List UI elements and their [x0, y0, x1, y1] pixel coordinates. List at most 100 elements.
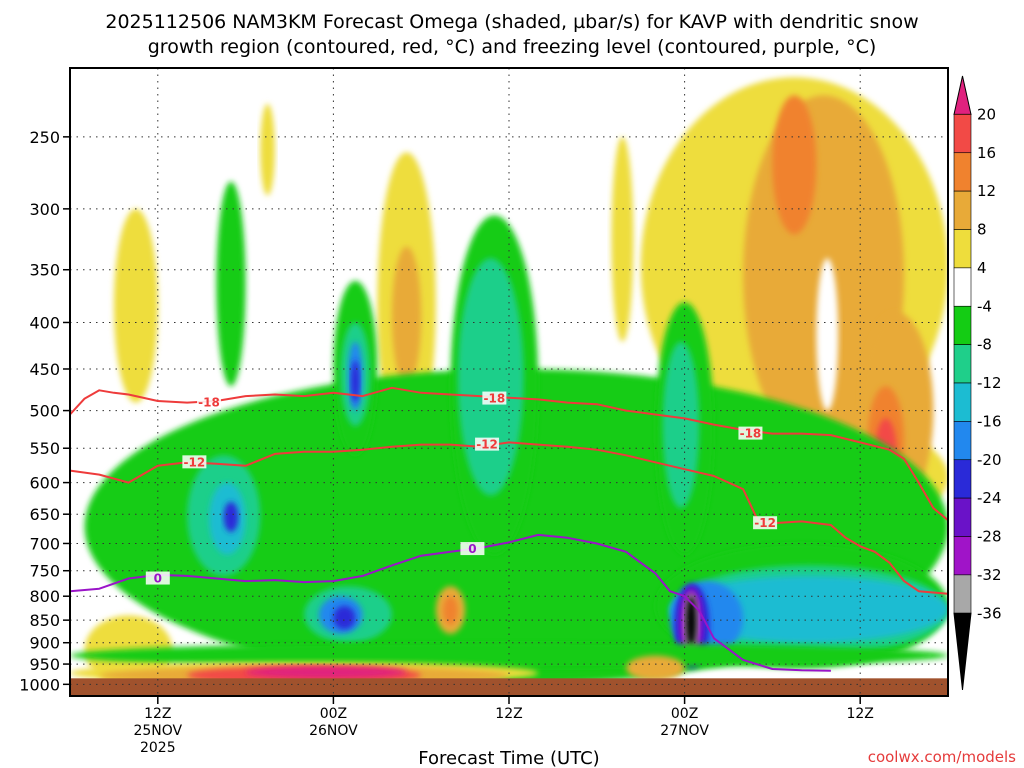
x-axis-label: Forecast Time (UTC)	[418, 748, 599, 768]
colorbar-bin	[953, 190, 972, 230]
colorbar-bin	[953, 497, 972, 537]
chart-subtitle: growth region (contoured, red, °C) and f…	[148, 36, 877, 58]
colorbar-label: -4	[977, 297, 992, 315]
dgz-contour-label: -12	[754, 516, 776, 530]
freezing-contour-label-bg	[145, 571, 170, 585]
dgz-contour-label: -18	[740, 427, 762, 441]
colorbar-bin	[953, 574, 972, 614]
colorbar-label: -20	[977, 451, 1002, 469]
y-tick-label: 950	[29, 655, 60, 674]
colorbar-bin	[953, 536, 972, 576]
colorbar-bin	[953, 382, 972, 422]
colorbar-label: -36	[977, 604, 1002, 622]
omega-region-17	[457, 258, 524, 496]
omega-region-41	[443, 596, 458, 625]
credit-label: coolwx.com/models	[868, 748, 1016, 766]
freezing-contour-label: 0	[154, 572, 162, 586]
colorbar-top-arrow	[953, 75, 972, 115]
x-tick-label: 12Z	[495, 706, 522, 722]
x-tick-label: 25NOV	[133, 723, 182, 739]
omega-region-38	[686, 596, 697, 648]
colorbar-bin	[953, 421, 972, 461]
omega-region-46	[245, 666, 407, 679]
y-tick-label: 1000	[19, 675, 60, 694]
y-tick-label: 250	[29, 128, 60, 147]
freezing-contour-line	[70, 533, 831, 672]
temperature-contours: -18 -18 -18 -12 -12 -12 0 0	[70, 386, 948, 672]
y-tick-label: 450	[29, 360, 60, 379]
dgz-contour-label-bg	[197, 395, 222, 409]
colorbar-label: -24	[977, 489, 1002, 507]
colorbar-bin	[953, 344, 972, 384]
colorbar-label: -32	[977, 566, 1002, 584]
y-axis: 250 300 350 400 450 500 550 600 650 700 750 800 850 9…	[19, 128, 70, 694]
y-tick-label: 700	[29, 534, 60, 553]
y-tick-label: 750	[29, 562, 60, 581]
colorbar-bin	[953, 229, 972, 269]
omega-region-3	[772, 95, 817, 235]
omega-region-24	[350, 360, 360, 403]
x-tick-label: 26NOV	[309, 723, 358, 739]
omega-region-7	[816, 258, 839, 411]
y-tick-label: 300	[29, 200, 60, 219]
colorbar-label: -12	[977, 374, 1002, 392]
dgz-contour-label: -18	[484, 392, 506, 406]
colorbar-label: 16	[977, 144, 996, 162]
x-tick-label: 2025	[140, 740, 176, 756]
dgz-contour-line	[70, 386, 948, 521]
colorbar-bottom-arrow	[953, 612, 972, 691]
omega-region-20	[223, 501, 239, 533]
x-tick-label: 12Z	[144, 706, 171, 722]
x-tick-label: 12Z	[846, 706, 873, 722]
freezing-contour-label: 0	[468, 542, 476, 556]
x-tick-label: 27NOV	[660, 723, 709, 739]
colorbar-bin	[953, 114, 972, 154]
colorbar-bin	[953, 152, 972, 192]
omega-region-11	[611, 136, 634, 342]
colorbar-bin	[953, 459, 972, 499]
y-tick-label: 650	[29, 505, 60, 524]
dgz-contour-label: -12	[476, 438, 498, 452]
y-tick-label: 800	[29, 587, 60, 606]
dgz-contour-label: -18	[198, 396, 220, 410]
omega-region-27	[333, 605, 356, 630]
omega-region-9	[391, 246, 422, 387]
colorbar-label: -8	[977, 336, 992, 354]
omega-region-42	[626, 655, 685, 681]
dgz-contour-line	[70, 441, 948, 595]
colorbar-bin	[953, 267, 972, 307]
gridlines	[70, 68, 948, 696]
y-tick-label: 400	[29, 313, 60, 332]
dgz-contour-label: -12	[184, 455, 206, 469]
colorbar-label: -28	[977, 528, 1002, 546]
dgz-contour-label-bg	[482, 391, 507, 405]
omega-region-10	[113, 208, 158, 403]
freezing-contour-label-bg	[460, 542, 485, 556]
colorbar: 20 16 12 8 4 -4 -8 -12 -16 -20 -24 -28 -32 -36	[953, 75, 1002, 691]
dgz-contour-label-bg	[475, 437, 500, 451]
y-tick-label: 900	[29, 634, 60, 653]
x-tick-label: 00Z	[320, 706, 347, 722]
omega-region-12	[260, 103, 275, 196]
colorbar-bin	[953, 305, 972, 345]
chart-title: 2025112506 NAM3KM Forecast Omega (shaded…	[105, 11, 918, 33]
omega-region-29	[662, 341, 700, 509]
y-tick-label: 500	[29, 402, 60, 421]
dgz-contour-label-bg	[738, 426, 763, 440]
colorbar-label: 4	[977, 259, 987, 277]
y-tick-label: 550	[29, 439, 60, 458]
omega-region-16	[216, 181, 246, 387]
colorbar-label: -16	[977, 412, 1002, 430]
colorbar-label: 8	[977, 221, 987, 239]
x-tick-label: 00Z	[671, 706, 698, 722]
colorbar-label: 20	[977, 105, 996, 123]
omega-shading	[70, 77, 948, 685]
y-tick-label: 850	[29, 611, 60, 630]
y-tick-label: 350	[29, 261, 60, 280]
dgz-contour-label-bg	[182, 455, 207, 469]
colorbar-label: 12	[977, 182, 996, 200]
ground-terrain	[70, 678, 948, 696]
dgz-contour-label-bg	[753, 516, 778, 530]
